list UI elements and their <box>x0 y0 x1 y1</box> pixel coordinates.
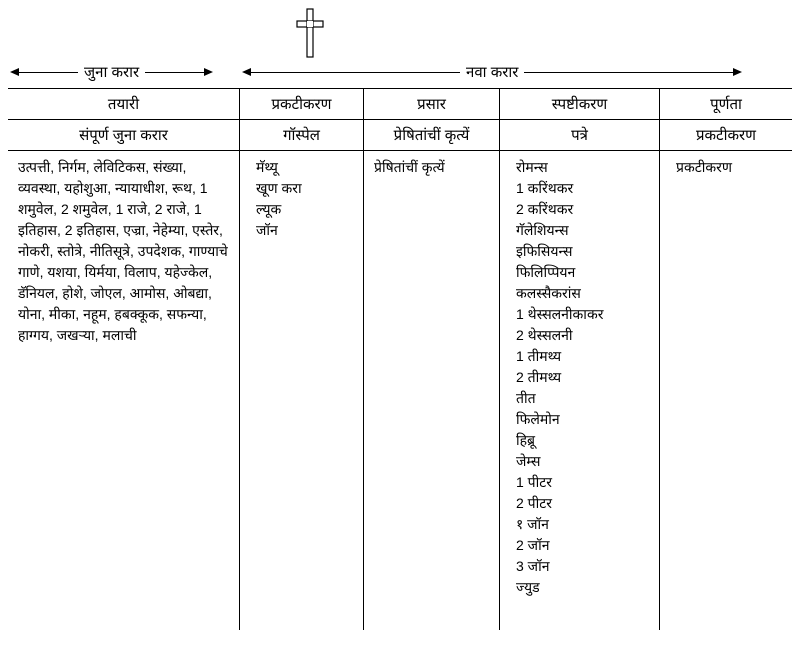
section-cell: गॉस्पेल <box>240 120 364 150</box>
category-cell: स्पष्टीकरण <box>500 89 660 119</box>
cross-icon <box>296 8 324 63</box>
section-cell: पत्रे <box>500 120 660 150</box>
section-cell: प्रेषितांचीं कृत्यें <box>364 120 500 150</box>
epistles-books: रोमन्स 1 करिंथकर 2 करिंथकर गॅलेशियन्स इफ… <box>500 151 660 630</box>
category-cell: प्रकटीकरण <box>240 89 364 119</box>
revelation-books: प्रकटीकरण <box>660 151 792 630</box>
acts-books: प्रेषितांचीं कृत्यें <box>364 151 500 630</box>
new-testament-label: नवा करार <box>460 62 524 82</box>
section-cell: प्रकटीकरण <box>660 120 792 150</box>
testament-arrows: जुना करार नवा करार <box>0 62 800 88</box>
old-testament-books: उत्पत्ती, निर्गम, लेविटिकस, संख्या, व्यव… <box>8 151 240 630</box>
gospel-books: मॅथ्यू खूण करा ल्यूक जॉन <box>240 151 364 630</box>
section-cell: संपूर्ण जुना करार <box>8 120 240 150</box>
old-testament-label: जुना करार <box>78 62 145 82</box>
bible-structure-table: तयारी प्रकटीकरण प्रसार स्पष्टीकरण पूर्णत… <box>8 88 792 630</box>
category-row: तयारी प्रकटीकरण प्रसार स्पष्टीकरण पूर्णत… <box>8 88 792 119</box>
section-row: संपूर्ण जुना करार गॉस्पेल प्रेषितांचीं क… <box>8 119 792 150</box>
category-cell: तयारी <box>8 89 240 119</box>
category-cell: पूर्णता <box>660 89 792 119</box>
books-row: उत्पत्ती, निर्गम, लेविटिकस, संख्या, व्यव… <box>8 150 792 630</box>
category-cell: प्रसार <box>364 89 500 119</box>
